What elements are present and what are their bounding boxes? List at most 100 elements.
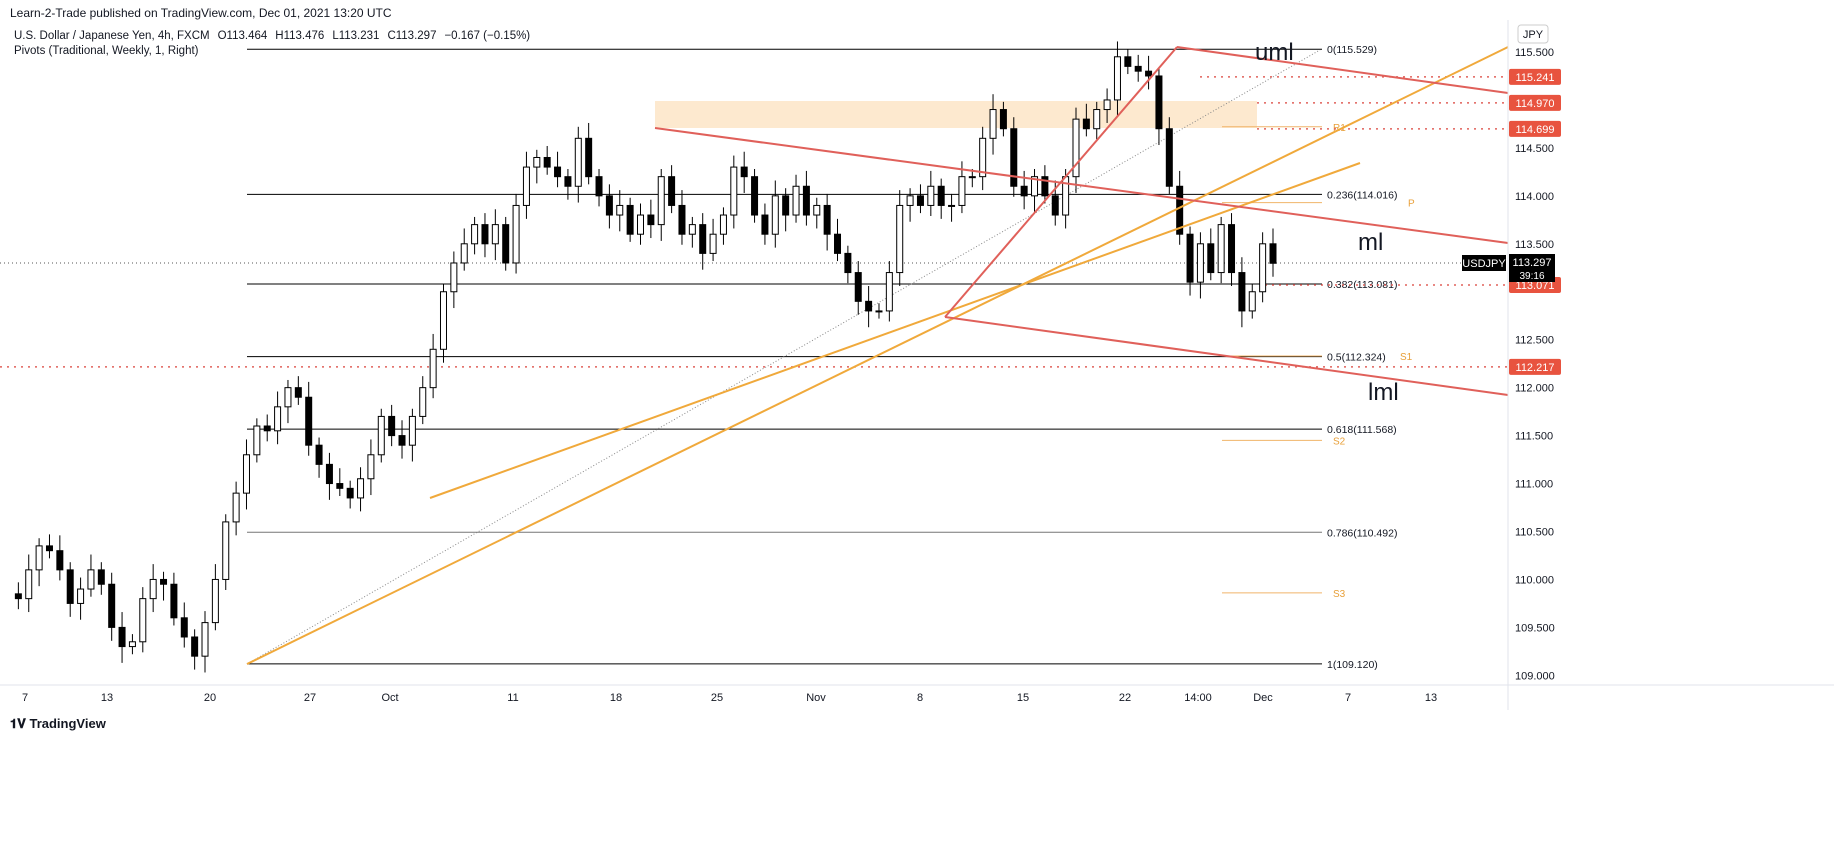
candle [668,176,676,206]
last-price-tag [1509,254,1555,282]
low-value: L113.231 [332,30,380,42]
candle [916,195,924,206]
fib-level-label: 0(115.529) [1327,44,1377,56]
candle [97,569,105,585]
level-price-label: 114.970 [1516,98,1555,110]
x-tick-label: Oct [381,692,398,704]
candle [108,583,116,628]
currency-button[interactable] [1517,24,1549,44]
candle [274,406,282,432]
open-value: O113.464 [217,30,268,42]
level-price-label: 113.071 [1516,280,1555,292]
candle [284,387,292,408]
candle [77,588,85,604]
uml-label: uml [1255,39,1294,66]
candle [906,195,914,206]
candle [191,636,199,657]
candle [398,435,406,446]
candle [782,195,790,216]
fib-trend-line [246,49,1321,665]
candle [1093,109,1101,130]
candle [865,300,873,312]
level-price-tag [1509,120,1561,137]
candle [823,204,831,235]
x-tick-label: Dec [1253,692,1273,704]
x-tick-label: 22 [1119,692,1131,704]
candle [533,156,541,168]
upper-median-line[interactable] [1176,46,1509,94]
candle [325,463,333,485]
candle [450,262,458,293]
x-tick-label: 13 [1425,692,1437,704]
candle [813,204,821,216]
candle [502,224,510,264]
candle [522,166,530,206]
pitchfork-handle[interactable] [944,46,1178,318]
y-tick-label: 114.000 [1515,191,1554,203]
candle [1196,243,1204,283]
x-tick-label: 7 [22,692,28,704]
candle [1134,65,1142,72]
x-tick-label: 14:00 [1184,692,1212,704]
candle [14,593,22,600]
candle [1155,75,1163,130]
candle [657,176,665,226]
orange-trendline-1[interactable] [246,46,1509,665]
candle [979,137,987,178]
candle [491,224,499,245]
level-price-tag [1509,358,1561,375]
candle [709,233,717,254]
candle [1248,291,1256,312]
level-price-label: 114.699 [1516,124,1555,136]
y-tick-label: 109.500 [1515,622,1555,634]
candle [616,204,624,216]
candle [1259,243,1267,293]
y-tick-label: 110.000 [1515,574,1554,586]
ticker-label: USDJPY [1462,258,1506,270]
candle [948,204,956,207]
candle [595,176,603,197]
candle [1103,99,1111,111]
x-tick-label: 20 [204,692,216,704]
candle [554,166,562,178]
candle [1072,118,1080,178]
candle [740,166,748,178]
candle [1020,185,1028,197]
candle [253,425,261,456]
level-price-label: 115.241 [1516,72,1555,84]
candle [222,521,230,580]
candle [574,137,582,187]
candle [460,243,468,264]
candle [336,483,344,489]
y-tick-label: 110.500 [1515,527,1554,539]
symbol-name[interactable]: U.S. Dollar / Japanese Yen, 4h, FXCM [14,30,210,42]
candle [1145,70,1153,77]
candle [56,550,64,571]
candle [263,425,271,432]
pivot-label: S3 [1333,589,1346,600]
lower-median-line[interactable] [944,316,1509,396]
indicator-label[interactable]: Pivots (Traditional, Weekly, 1, Right) [14,45,199,57]
candle [999,109,1007,130]
pivot-label: S1 [1400,352,1413,363]
tradingview-logo[interactable]: 𝟏𝐕 TradingView [10,716,106,732]
candle [170,583,178,619]
orange-trendline-2[interactable] [429,162,1361,499]
median-line[interactable] [654,127,1509,244]
candle [388,415,396,437]
candle [637,214,644,235]
candle [647,214,655,226]
candle [471,224,479,245]
candle [128,641,136,648]
candle [45,545,53,552]
x-tick-label: 18 [610,692,622,704]
x-tick-label: 27 [304,692,316,704]
candle [1124,56,1132,67]
candle [771,195,779,235]
candle [751,176,759,216]
fib-level-label: 0.382(113.081) [1327,279,1397,291]
fib-level-label: 0.618(111.568) [1327,424,1397,436]
candle [1010,128,1018,187]
